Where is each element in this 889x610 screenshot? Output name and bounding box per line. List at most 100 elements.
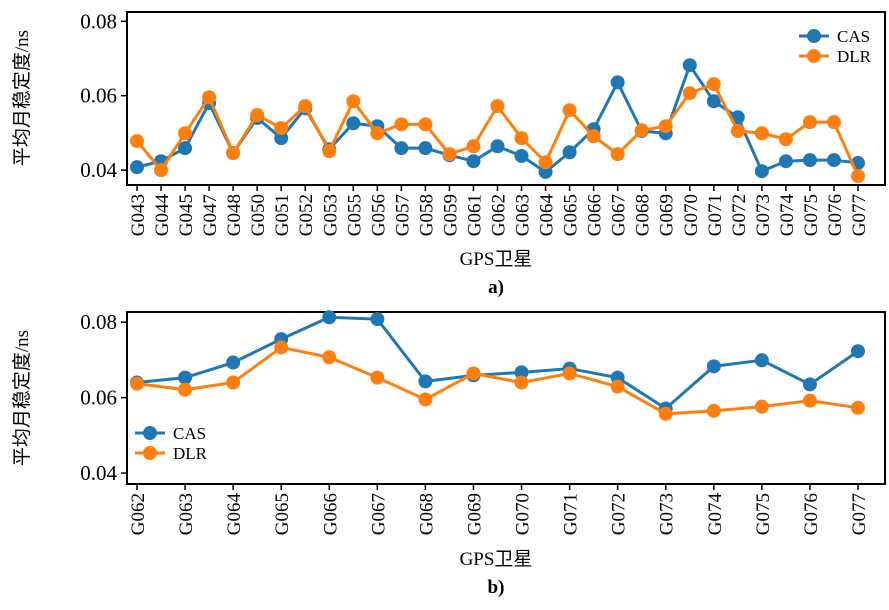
axes-frame bbox=[126, 311, 886, 485]
x-tick-label: G074 bbox=[777, 194, 798, 237]
x-tick-label: G072 bbox=[609, 493, 630, 535]
x-tick-label: G076 bbox=[801, 493, 822, 535]
x-tick-label: G073 bbox=[657, 493, 678, 535]
point bbox=[754, 126, 769, 141]
x-tick-label: G071 bbox=[561, 493, 582, 535]
point bbox=[586, 129, 601, 144]
legend-label: DLR bbox=[837, 47, 872, 66]
point bbox=[490, 99, 505, 114]
point bbox=[706, 94, 721, 109]
x-tick-label: G065 bbox=[272, 493, 293, 535]
point bbox=[610, 75, 625, 90]
point bbox=[658, 119, 673, 134]
point bbox=[346, 116, 361, 131]
point bbox=[370, 370, 385, 385]
x-tick-label: G045 bbox=[176, 194, 197, 236]
series-line bbox=[136, 345, 859, 416]
point bbox=[130, 134, 144, 149]
point bbox=[466, 154, 481, 169]
x-tick-label: G077 bbox=[849, 194, 870, 236]
x-tick-label: G063 bbox=[513, 194, 534, 236]
point bbox=[418, 374, 433, 389]
point bbox=[658, 406, 673, 421]
legend-marker bbox=[143, 426, 157, 440]
legend-label: DLR bbox=[173, 444, 208, 463]
point bbox=[178, 126, 193, 141]
point bbox=[274, 340, 289, 355]
x-tick-label: G044 bbox=[152, 194, 173, 237]
point bbox=[706, 77, 721, 92]
point bbox=[346, 94, 361, 109]
legend-marker bbox=[807, 49, 821, 63]
x-tick-label: G062 bbox=[128, 493, 149, 535]
point bbox=[298, 99, 313, 114]
point bbox=[634, 123, 649, 138]
point bbox=[706, 403, 721, 418]
point bbox=[178, 370, 193, 385]
series-line bbox=[135, 82, 860, 177]
point bbox=[322, 144, 337, 159]
x-tick-label: G064 bbox=[224, 493, 245, 536]
point bbox=[802, 115, 817, 130]
y-axis-label: 平均月稳定度/ns bbox=[11, 30, 33, 166]
point bbox=[442, 147, 457, 162]
point bbox=[538, 155, 553, 170]
x-tick-label: G051 bbox=[272, 194, 293, 236]
point bbox=[226, 355, 241, 370]
point bbox=[514, 131, 529, 146]
x-tick-label: G052 bbox=[296, 194, 317, 236]
point bbox=[778, 132, 793, 147]
x-tick-label: G055 bbox=[344, 194, 365, 236]
x-tick-label: G067 bbox=[368, 493, 389, 535]
x-tick-label: G061 bbox=[464, 194, 485, 236]
point bbox=[538, 164, 553, 179]
point bbox=[418, 141, 433, 156]
caption: b) bbox=[488, 577, 505, 598]
point bbox=[802, 377, 817, 392]
x-tick-label: G072 bbox=[729, 194, 750, 236]
point bbox=[418, 392, 433, 407]
point bbox=[802, 153, 817, 168]
point bbox=[610, 379, 625, 394]
point bbox=[826, 153, 841, 168]
x-tick-label: G070 bbox=[513, 493, 534, 535]
point bbox=[682, 58, 697, 73]
x-tick-label: G058 bbox=[416, 194, 437, 236]
point bbox=[322, 310, 337, 325]
point bbox=[370, 312, 385, 327]
y-tick-label: 0.08 bbox=[80, 310, 117, 334]
x-tick-label: G068 bbox=[633, 194, 654, 236]
x-tick-label: G066 bbox=[320, 493, 341, 535]
point bbox=[274, 121, 289, 136]
point bbox=[322, 350, 337, 365]
point bbox=[778, 154, 793, 169]
point bbox=[826, 115, 841, 130]
x-tick-label: G069 bbox=[464, 493, 485, 535]
point bbox=[130, 376, 144, 391]
point bbox=[226, 375, 241, 390]
y-axis-label: 平均月稳定度/ns bbox=[11, 330, 33, 466]
y-tick-label: 0.04 bbox=[80, 158, 117, 182]
point bbox=[754, 164, 769, 179]
y-tick-label: 0.06 bbox=[80, 84, 117, 108]
point bbox=[466, 366, 481, 381]
point bbox=[802, 393, 817, 408]
caption: a) bbox=[488, 277, 504, 298]
legend-marker bbox=[807, 29, 821, 43]
x-tick-label: G077 bbox=[849, 493, 870, 535]
x-tick-label: G069 bbox=[657, 194, 678, 236]
x-tick-label: G064 bbox=[537, 194, 558, 237]
point bbox=[514, 365, 529, 380]
point bbox=[274, 131, 289, 146]
x-tick-label: G067 bbox=[609, 194, 630, 236]
point bbox=[562, 103, 577, 118]
legend-marker bbox=[143, 446, 157, 460]
legend-label: CAS bbox=[173, 424, 206, 443]
axes-frame bbox=[126, 11, 886, 186]
point bbox=[514, 148, 529, 163]
legend-label: CAS bbox=[837, 27, 870, 46]
x-tick-label: G063 bbox=[176, 493, 197, 535]
x-tick-label: G062 bbox=[489, 194, 510, 236]
x-tick-label: G068 bbox=[416, 493, 437, 535]
